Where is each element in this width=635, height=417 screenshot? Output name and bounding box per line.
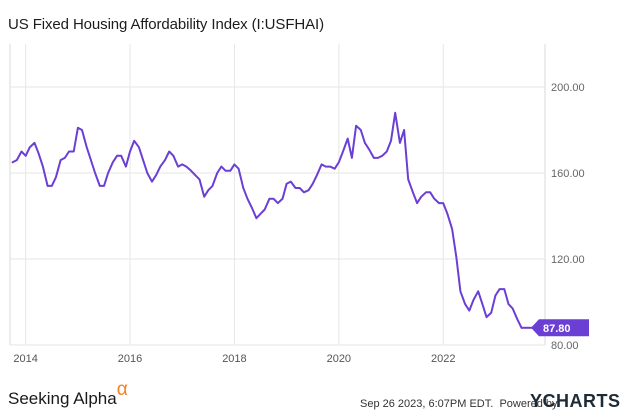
y-tick-label: 80.00 bbox=[551, 340, 579, 352]
ycharts-logo[interactable]: YCHARTS bbox=[530, 391, 621, 412]
last-value-callout: 87.80 bbox=[522, 319, 589, 336]
x-tick-label: 2022 bbox=[431, 353, 455, 365]
line-chart: 80.00 120.00 160.00 200.00 2014 2016 2018 2020… bbox=[0, 0, 635, 417]
footer-meta: Sep 26 2023, 6:07PM EDT. Powered by bbox=[360, 398, 558, 410]
y-tick-label: 160.00 bbox=[551, 168, 585, 180]
brand-name: Seeking Alpha bbox=[8, 389, 117, 408]
grid-lines bbox=[10, 44, 545, 345]
y-tick-label: 200.00 bbox=[551, 82, 585, 94]
series-group bbox=[13, 113, 522, 328]
y-tick-label: 120.00 bbox=[551, 254, 585, 266]
x-tick-label: 2016 bbox=[118, 353, 142, 365]
x-axis-ticks: 2014 2016 2018 2020 2022 bbox=[13, 353, 455, 365]
y-axis-ticks: 80.00 120.00 160.00 200.00 bbox=[551, 82, 585, 352]
x-tick-label: 2018 bbox=[222, 353, 246, 365]
alpha-icon: α bbox=[117, 379, 128, 400]
x-tick-label: 2020 bbox=[327, 353, 351, 365]
x-tick-label: 2014 bbox=[13, 353, 37, 365]
seeking-alpha-logo[interactable]: Seeking Alphaα bbox=[8, 388, 128, 410]
timestamp: Sep 26 2023, 6:07PM EDT. bbox=[360, 398, 493, 410]
series-line bbox=[13, 113, 522, 328]
last-value-label: 87.80 bbox=[543, 323, 571, 335]
